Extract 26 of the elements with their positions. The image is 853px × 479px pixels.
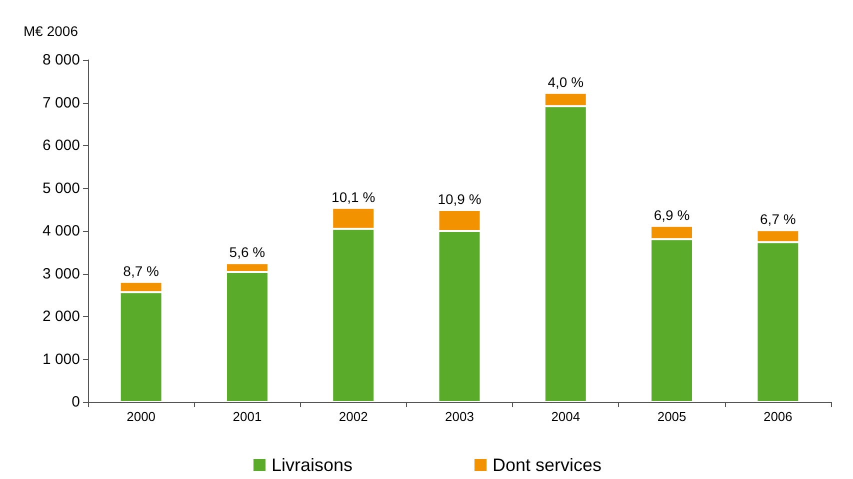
x-tick-label: 2005 <box>657 409 686 424</box>
annotation: 5,6 % <box>229 244 266 260</box>
y-tick-label: 6 000 <box>42 137 80 154</box>
y-tick-label: 5 000 <box>42 180 80 197</box>
annotation: 4,0 % <box>548 74 584 90</box>
y-tick-label: 4 000 <box>42 222 80 240</box>
annotation: 6,9 % <box>654 206 690 223</box>
x-tick-label: 2003 <box>445 409 474 424</box>
x-tick-label: 2001 <box>232 409 262 424</box>
annotation: 10,1 % <box>332 188 376 205</box>
x-tick-label: 2006 <box>763 409 792 424</box>
y-tick-label: 0 <box>72 394 80 410</box>
annotation: 6,7 % <box>760 211 796 228</box>
legend-label: Livraisons <box>271 455 353 475</box>
y-tick-label: 1 000 <box>42 350 80 368</box>
x-tick-label: 2000 <box>126 409 156 424</box>
x-tick-label: 2002 <box>338 409 368 424</box>
y-tick-label: 3 000 <box>42 265 80 282</box>
annotation: 8,7 % <box>123 262 159 279</box>
y-tick-label: 2 000 <box>42 308 80 325</box>
y-axis-title: M€ 2006 <box>24 23 78 39</box>
x-tick-label: 2004 <box>551 409 580 424</box>
annotation: 10,9 % <box>438 191 482 208</box>
y-tick-label: 7 000 <box>42 94 80 112</box>
legend-label: Dont services <box>492 455 602 475</box>
y-tick-label: 8 000 <box>42 52 80 68</box>
